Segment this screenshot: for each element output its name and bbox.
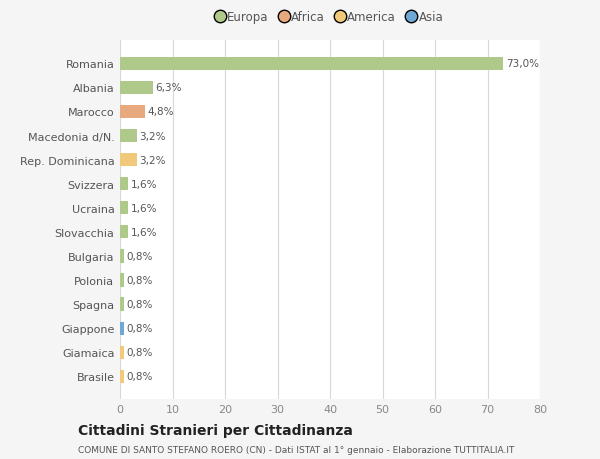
Bar xyxy=(120,298,124,311)
Bar xyxy=(120,346,124,359)
Bar xyxy=(120,178,128,191)
Bar xyxy=(120,322,124,335)
Text: 1,6%: 1,6% xyxy=(131,203,158,213)
Text: 0,8%: 0,8% xyxy=(127,347,153,358)
Bar xyxy=(120,370,124,383)
Legend: Europa, Africa, America, Asia: Europa, Africa, America, Asia xyxy=(217,11,443,24)
Text: 3,2%: 3,2% xyxy=(139,155,166,165)
Bar xyxy=(120,82,153,95)
Bar xyxy=(120,106,145,119)
Text: 0,8%: 0,8% xyxy=(127,275,153,285)
Text: 1,6%: 1,6% xyxy=(131,179,158,189)
Text: COMUNE DI SANTO STEFANO ROERO (CN) - Dati ISTAT al 1° gennaio - Elaborazione TUT: COMUNE DI SANTO STEFANO ROERO (CN) - Dat… xyxy=(78,445,514,454)
Bar xyxy=(120,226,128,239)
Text: 73,0%: 73,0% xyxy=(506,59,539,69)
Bar xyxy=(120,202,128,215)
Text: 0,8%: 0,8% xyxy=(127,252,153,261)
Text: 1,6%: 1,6% xyxy=(131,227,158,237)
Bar xyxy=(120,250,124,263)
Bar xyxy=(120,129,137,143)
Text: 0,8%: 0,8% xyxy=(127,371,153,381)
Text: 0,8%: 0,8% xyxy=(127,324,153,333)
Bar xyxy=(120,57,503,71)
Bar xyxy=(120,274,124,287)
Text: 3,2%: 3,2% xyxy=(139,131,166,141)
Text: 4,8%: 4,8% xyxy=(148,107,175,117)
Text: 0,8%: 0,8% xyxy=(127,299,153,309)
Text: Cittadini Stranieri per Cittadinanza: Cittadini Stranieri per Cittadinanza xyxy=(78,423,353,437)
Text: 6,3%: 6,3% xyxy=(156,83,182,93)
Bar xyxy=(120,154,137,167)
